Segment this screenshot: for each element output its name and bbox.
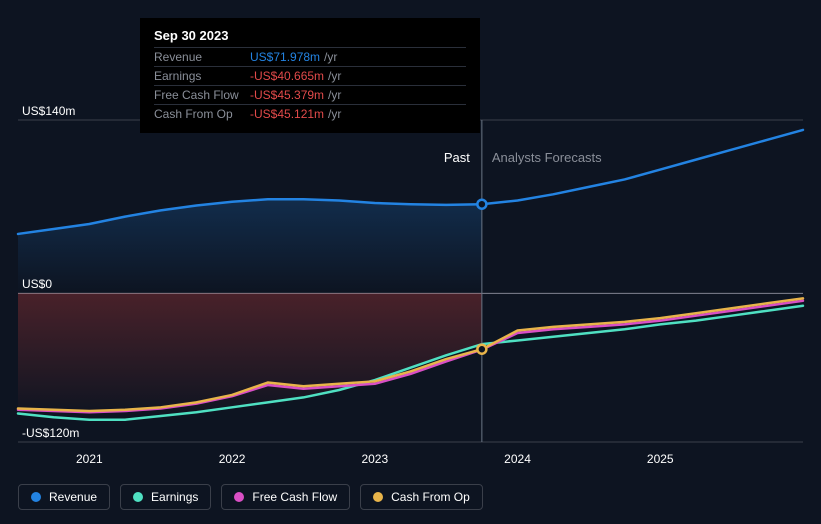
tooltip-row-label: Cash From Op (154, 107, 250, 121)
legend-label: Revenue (49, 490, 97, 504)
tooltip-date: Sep 30 2023 (154, 26, 466, 47)
tooltip-row-value: -US$45.121m (250, 107, 324, 121)
y-axis-label: -US$120m (22, 426, 79, 440)
tooltip-row-value: -US$40.665m (250, 69, 324, 83)
legend-swatch (373, 492, 383, 502)
tooltip-row-unit: /yr (328, 107, 341, 121)
x-axis-label: 2025 (647, 452, 674, 466)
tooltip-row-value: -US$45.379m (250, 88, 324, 102)
legend-item[interactable]: Free Cash Flow (221, 484, 350, 510)
legend-swatch (133, 492, 143, 502)
legend-item[interactable]: Cash From Op (360, 484, 483, 510)
legend-item[interactable]: Earnings (120, 484, 211, 510)
past-label: Past (444, 150, 470, 165)
tooltip-row: Earnings-US$40.665m/yr (154, 66, 466, 85)
tooltip-row-label: Free Cash Flow (154, 88, 250, 102)
tooltip-row: RevenueUS$71.978m/yr (154, 47, 466, 66)
tooltip-row-label: Revenue (154, 50, 250, 64)
y-axis-label: US$140m (22, 104, 75, 118)
tooltip-row-unit: /yr (328, 69, 341, 83)
legend-label: Earnings (151, 490, 198, 504)
tooltip-row-unit: /yr (328, 88, 341, 102)
legend-swatch (31, 492, 41, 502)
legend-label: Free Cash Flow (252, 490, 337, 504)
financials-chart: Past Analysts Forecasts Sep 30 2023 Reve… (0, 0, 821, 524)
legend-swatch (234, 492, 244, 502)
legend-label: Cash From Op (391, 490, 470, 504)
forecast-label: Analysts Forecasts (492, 150, 602, 165)
x-axis-label: 2021 (76, 452, 103, 466)
x-axis-label: 2024 (504, 452, 531, 466)
tooltip-row-label: Earnings (154, 69, 250, 83)
legend-item[interactable]: Revenue (18, 484, 110, 510)
tooltip-row-unit: /yr (324, 50, 337, 64)
tooltip-row: Cash From Op-US$45.121m/yr (154, 104, 466, 123)
tooltip-row-value: US$71.978m (250, 50, 320, 64)
y-axis-label: US$0 (22, 277, 52, 291)
tooltip-row: Free Cash Flow-US$45.379m/yr (154, 85, 466, 104)
x-axis-label: 2022 (219, 452, 246, 466)
chart-legend: Revenue Earnings Free Cash Flow Cash From O… (18, 484, 483, 510)
x-axis-label: 2023 (361, 452, 388, 466)
chart-tooltip: Sep 30 2023 RevenueUS$71.978m/yrEarnings… (140, 18, 480, 133)
